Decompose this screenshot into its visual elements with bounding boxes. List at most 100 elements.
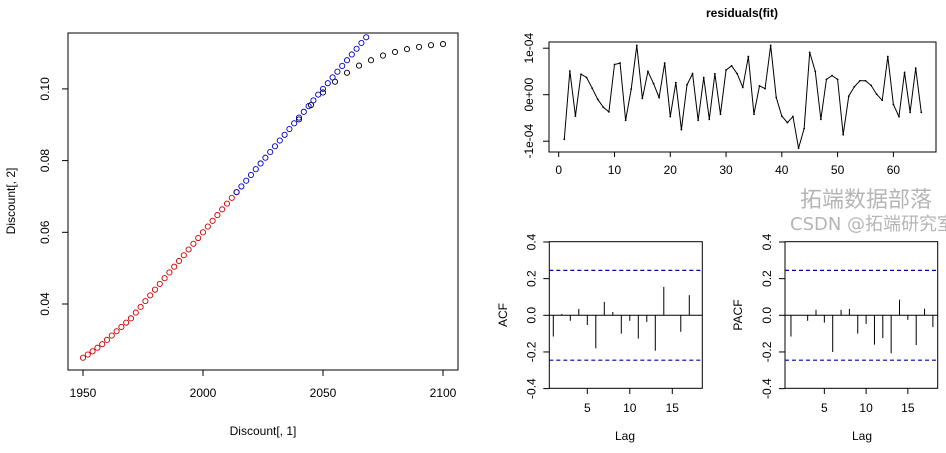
residual-point: [842, 133, 845, 136]
residual-point: [747, 55, 750, 58]
residual-point: [624, 119, 627, 122]
residual-point: [870, 84, 872, 87]
residual-point: [753, 113, 755, 116]
point-black: [391, 48, 399, 56]
y-tick-label: 0.4: [760, 233, 774, 250]
point-red: [228, 194, 235, 201]
x-tick-label: 10: [608, 163, 622, 177]
residual-point: [853, 85, 856, 88]
point-red: [99, 341, 106, 348]
y-tick-label: 0.04: [38, 292, 52, 316]
residual-point: [819, 118, 822, 121]
point-red: [84, 351, 91, 358]
y-tick-label: -1e-04: [522, 124, 536, 159]
watermark-line1: 拓端数据部落: [800, 188, 933, 213]
point-blue: [315, 91, 322, 98]
point-blue: [238, 183, 245, 190]
point-red: [195, 234, 202, 242]
point-blue: [257, 160, 264, 167]
x-tick-label: 2050: [310, 386, 337, 400]
point-blue: [305, 103, 312, 110]
residual-point: [580, 73, 582, 76]
watermark-line2: CSDN @拓端研究室: [790, 214, 946, 235]
y-tick-label: 0e+00: [522, 78, 536, 112]
residual-point: [702, 76, 705, 79]
point-red: [166, 269, 173, 276]
scatter-plot-frame: [67, 32, 459, 371]
point-black: [367, 57, 375, 64]
point-red: [180, 252, 187, 259]
residual-point: [725, 69, 727, 71]
point-blue: [324, 80, 331, 87]
x-tick-label: 2100: [430, 386, 457, 400]
residual-point: [602, 106, 605, 109]
point-blue: [252, 166, 259, 173]
residual-point: [608, 111, 610, 113]
point-red: [118, 323, 125, 330]
residual-point: [647, 70, 649, 73]
residual-point: [892, 103, 895, 106]
y-tick-label: 1e-04: [522, 33, 536, 64]
residual-point: [585, 76, 588, 79]
point-blue: [334, 68, 341, 75]
point-blue: [310, 97, 317, 104]
residual-point: [898, 115, 900, 118]
residual-point: [596, 98, 599, 101]
residual-point: [775, 96, 778, 99]
point-red: [127, 315, 135, 322]
x-tick-label: 5: [584, 401, 591, 415]
residual-point: [847, 95, 850, 97]
y-tick-label: 0.2: [524, 270, 538, 287]
scatter-points: [79, 34, 447, 361]
point-blue: [329, 74, 336, 81]
point-blue: [276, 137, 283, 144]
point-red: [171, 263, 178, 270]
x-tick-label: 1950: [70, 386, 97, 400]
residual-point: [574, 115, 577, 117]
point-red: [94, 344, 101, 351]
residual-point: [875, 93, 878, 96]
residual-point: [780, 115, 783, 117]
y-tick-label: 0.0: [760, 307, 774, 324]
point-blue: [319, 85, 327, 92]
y-tick-label: 0.08: [38, 149, 52, 173]
point-red: [108, 332, 115, 339]
point-black: [415, 43, 423, 51]
residual-point: [881, 99, 884, 102]
residual-point: [903, 71, 906, 74]
x-tick-label: 60: [887, 163, 901, 177]
y-tick-label: 0.0: [524, 307, 538, 324]
y-tick-label: -0.2: [524, 341, 538, 362]
point-blue: [247, 171, 255, 178]
y-axis-label: PACF: [731, 299, 745, 330]
residual-point: [808, 51, 811, 54]
point-red: [132, 309, 139, 316]
residuals-plot-frame: [548, 41, 937, 153]
residual-point: [886, 55, 889, 58]
point-red: [209, 217, 216, 224]
y-tick-label: 0.4: [524, 233, 538, 250]
point-blue: [339, 62, 346, 70]
residual-point: [792, 115, 794, 118]
point-black: [427, 42, 435, 49]
residual-point: [814, 70, 817, 73]
x-tick-label: 15: [901, 401, 915, 415]
point-black: [355, 62, 363, 69]
residual-point: [652, 82, 655, 85]
x-tick-label: 2000: [190, 386, 217, 400]
residual-point: [591, 87, 594, 90]
point-blue: [233, 189, 240, 196]
point-black: [319, 89, 327, 96]
y-tick-label: -0.2: [760, 341, 774, 362]
point-red: [175, 257, 183, 265]
point-black: [439, 41, 447, 48]
x-axis-label: Lag: [615, 429, 635, 443]
x-tick-label: 10: [859, 401, 873, 415]
point-red: [219, 206, 226, 213]
point-black: [295, 116, 303, 123]
residual-point: [630, 88, 633, 91]
residual-point: [831, 74, 833, 77]
residual-point: [719, 113, 722, 116]
point-black: [379, 52, 387, 59]
